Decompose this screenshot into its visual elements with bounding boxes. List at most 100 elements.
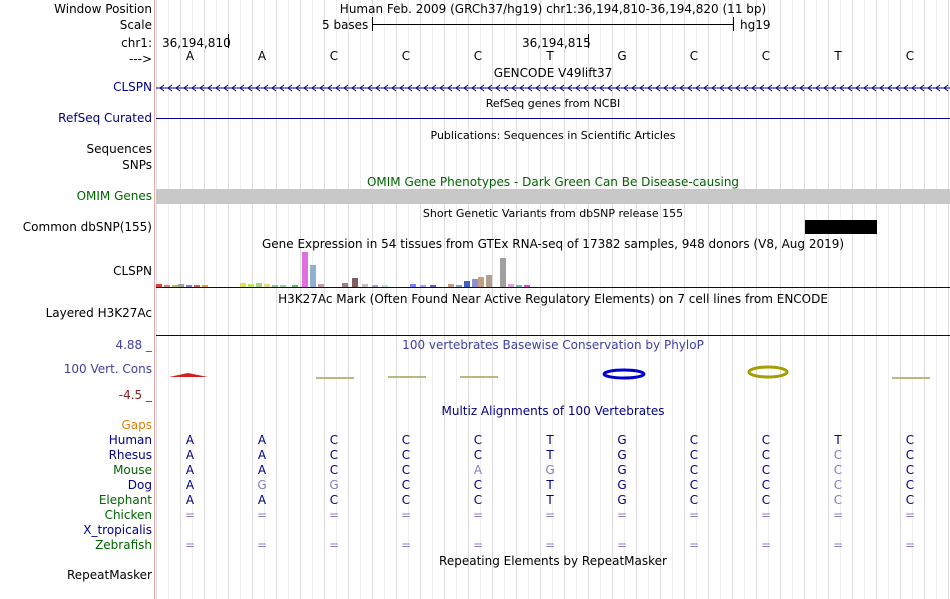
cons-label[interactable]: 100 Vert. Cons <box>63 362 152 376</box>
gtex-tissue-bar[interactable] <box>382 285 388 287</box>
alignment-base: A <box>185 478 195 492</box>
publications-title[interactable]: Publications: Sequences in Scientific Ar… <box>430 129 676 142</box>
gaps-label[interactable]: Gaps <box>121 418 152 432</box>
alignment-base: = <box>184 538 196 552</box>
gtex-tissue-bar[interactable] <box>342 283 348 287</box>
gtex-tissue-bar[interactable] <box>264 284 270 287</box>
gencode-gene-label[interactable]: CLSPN <box>113 80 152 94</box>
gtex-tissue-bar[interactable] <box>202 285 208 287</box>
alignment-base: T <box>834 433 842 447</box>
gtex-tissue-bar[interactable] <box>448 284 454 287</box>
species-label-3[interactable]: Dog <box>127 478 152 492</box>
species-label-0[interactable]: Human <box>108 433 152 447</box>
gtex-tissue-bar[interactable] <box>420 285 426 287</box>
alignment-base: C <box>689 463 699 477</box>
alignment-base: = <box>832 538 844 552</box>
gtex-title[interactable]: Gene Expression in 54 tissues from GTEx … <box>261 237 845 251</box>
grid-line <box>420 0 421 599</box>
gtex-tissue-bar[interactable] <box>478 277 484 287</box>
gtex-tissue-bar[interactable] <box>372 285 378 287</box>
base-4: C <box>473 49 483 63</box>
refseq-gene-line[interactable] <box>156 118 950 119</box>
grid-line <box>276 0 277 599</box>
cons-title[interactable]: 100 vertebrates Basewise Conservation by… <box>402 338 704 352</box>
grid-line <box>204 0 205 599</box>
species-label-4[interactable]: Elephant <box>98 493 152 507</box>
alignment-base: A <box>257 433 267 447</box>
gtex-tissue-bar[interactable] <box>516 285 522 287</box>
coord-left-tick <box>228 34 229 48</box>
gtex-tissue-bar[interactable] <box>430 285 436 287</box>
gtex-tissue-bar[interactable] <box>178 284 184 287</box>
gtex-tissue-bar[interactable] <box>186 285 192 287</box>
gtex-tissue-bar[interactable] <box>248 284 254 287</box>
alignment-base: = <box>400 538 412 552</box>
gtex-tissue-bar[interactable] <box>464 281 470 287</box>
grid-line <box>876 0 877 599</box>
gtex-tissue-bar[interactable] <box>194 285 200 287</box>
omim-label[interactable]: OMIM Genes <box>76 189 152 203</box>
h3k27ac-title[interactable]: H3K27Ac Mark (Often Found Near Active Re… <box>278 292 828 306</box>
cons-max-label: 4.88 _ <box>115 338 152 352</box>
gtex-tissue-bar[interactable] <box>456 285 462 287</box>
gtex-tissue-bar[interactable] <box>310 265 316 287</box>
gtex-tissue-bar[interactable] <box>500 258 506 287</box>
gtex-tissue-bar[interactable] <box>256 283 262 287</box>
gtex-tissue-bar[interactable] <box>486 275 492 287</box>
gtex-baseline <box>156 287 950 288</box>
alignment-base: T <box>546 493 554 507</box>
cons-logo[interactable] <box>156 362 950 384</box>
dbsnp-label[interactable]: Common dbSNP(155) <box>22 220 152 234</box>
dbsnp-title[interactable]: Short Genetic Variants from dbSNP releas… <box>422 207 684 220</box>
gtex-tissue-bar[interactable] <box>272 285 278 287</box>
refseq-title[interactable]: RefSeq genes from NCBI <box>485 97 621 110</box>
sequences-label[interactable]: Sequences <box>86 142 152 156</box>
gtex-tissue-bar[interactable] <box>280 285 286 287</box>
species-label-6[interactable]: X_tropicalis <box>83 523 152 537</box>
gtex-tissue-bar[interactable] <box>472 279 478 287</box>
gencode-gene-track[interactable] <box>156 82 950 94</box>
species-label-2[interactable]: Mouse <box>113 463 152 477</box>
alignment-base: = <box>400 508 412 522</box>
h3k27ac-label[interactable]: Layered H3K27Ac <box>45 306 152 320</box>
alignment-base: = <box>256 508 268 522</box>
grid-line <box>432 0 433 599</box>
grid-line <box>384 0 385 599</box>
gtex-tissue-bar[interactable] <box>318 284 324 287</box>
gtex-tissue-bar[interactable] <box>156 284 162 287</box>
multiz-title[interactable]: Multiz Alignments of 100 Vertebrates <box>441 404 665 418</box>
alignment-base: = <box>184 508 196 522</box>
gtex-tissue-bar[interactable] <box>302 252 308 287</box>
alignment-base: C <box>401 478 411 492</box>
browser-image[interactable]: Human Feb. 2009 (GRCh37/hg19) chr1:36,19… <box>156 0 950 599</box>
dbsnp-variant[interactable] <box>805 220 877 234</box>
gtex-tissue-bar[interactable] <box>524 285 530 287</box>
gtex-tissue-bar[interactable] <box>292 285 298 287</box>
gtex-expression-bars[interactable] <box>156 252 950 287</box>
alignment-base: = <box>472 538 484 552</box>
gtex-tissue-bar[interactable] <box>240 283 246 287</box>
gtex-tissue-bar[interactable] <box>362 284 368 287</box>
gtex-label[interactable]: CLSPN <box>113 264 152 278</box>
grid-line <box>624 0 625 599</box>
repeat-title[interactable]: Repeating Elements by RepeatMasker <box>439 554 667 568</box>
gtex-tissue-bar[interactable] <box>164 285 170 287</box>
gtex-tissue-bar[interactable] <box>352 278 358 287</box>
grid-line <box>216 0 217 599</box>
omim-gene-bar[interactable] <box>156 189 950 204</box>
chrom-label: chr1: <box>121 36 152 50</box>
gtex-tissue-bar[interactable] <box>508 284 514 287</box>
repeatmasker-label[interactable]: RepeatMasker <box>66 568 152 582</box>
gtex-tissue-bar[interactable] <box>172 285 178 287</box>
alignment-base: G <box>617 478 627 492</box>
species-label-5[interactable]: Chicken <box>104 508 152 522</box>
gencode-title[interactable]: GENCODE V49lift37 <box>493 66 613 80</box>
gtex-tissue-bar[interactable] <box>410 284 416 287</box>
refseq-label[interactable]: RefSeq Curated <box>58 111 152 125</box>
snps-label[interactable]: SNPs <box>122 158 152 172</box>
omim-title[interactable]: OMIM Gene Phenotypes - Dark Green Can Be… <box>366 175 740 189</box>
species-label-1[interactable]: Rhesus <box>108 448 152 462</box>
grid-line <box>912 0 913 599</box>
species-label-7[interactable]: Zebrafish <box>95 538 152 552</box>
grid-line <box>828 0 829 599</box>
